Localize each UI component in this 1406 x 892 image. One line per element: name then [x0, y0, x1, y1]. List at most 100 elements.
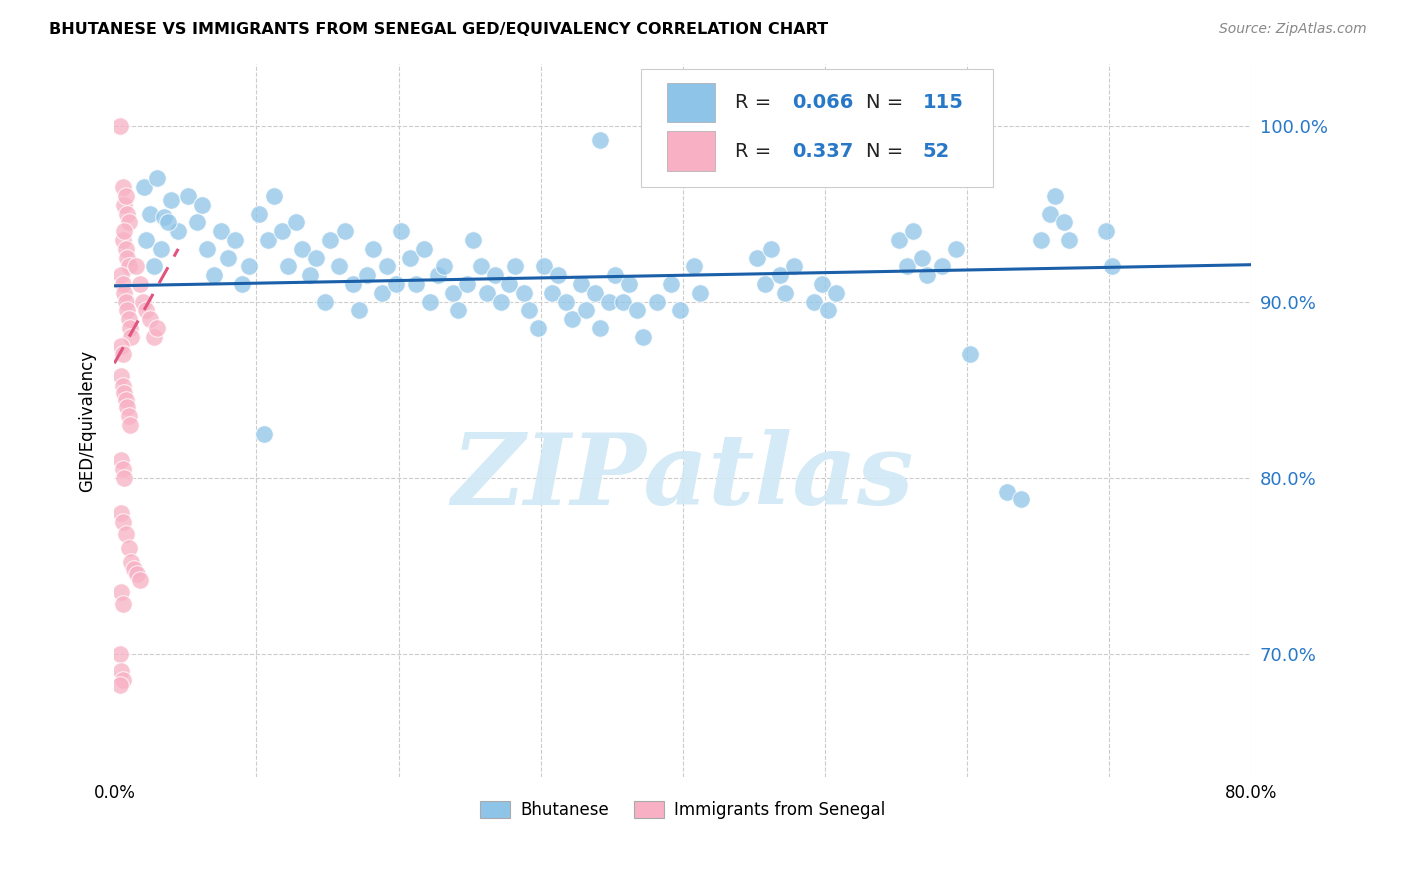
Point [603, 268, 626, 283]
Point [117, 215, 139, 229]
Point [112, 470, 135, 484]
Point [447, 303, 470, 318]
Point [413, 242, 436, 256]
Point [299, 268, 322, 283]
Point [931, 260, 953, 274]
Point [347, 303, 370, 318]
Point [129, 277, 152, 291]
Point [111, 379, 134, 393]
Point [817, 303, 839, 318]
Point [498, 277, 520, 291]
Point [108, 647, 131, 661]
Point [247, 207, 270, 221]
Point [285, 215, 308, 229]
Point [419, 294, 441, 309]
Point [1038, 207, 1060, 221]
Text: R =: R = [735, 93, 778, 112]
Point [589, 321, 612, 335]
Point [333, 224, 356, 238]
Point [112, 198, 135, 212]
Point [617, 277, 640, 291]
Legend: Bhutanese, Immigrants from Senegal: Bhutanese, Immigrants from Senegal [474, 794, 891, 826]
Point [995, 484, 1018, 499]
Point [569, 277, 592, 291]
Point [901, 224, 924, 238]
Point [475, 285, 498, 300]
Point [120, 330, 142, 344]
Point [124, 260, 146, 274]
Point [157, 215, 180, 229]
Point [555, 294, 578, 309]
Point [825, 285, 848, 300]
Point [405, 277, 427, 291]
Point [626, 303, 648, 318]
Point [120, 555, 142, 569]
Point [135, 303, 157, 318]
Point [167, 224, 190, 238]
Point [305, 251, 328, 265]
Point [589, 133, 612, 147]
Point [146, 321, 169, 335]
Point [575, 303, 598, 318]
Point [783, 260, 806, 274]
Point [143, 330, 166, 344]
Point [314, 294, 336, 309]
Point [484, 268, 506, 283]
Point [470, 260, 492, 274]
Point [631, 330, 654, 344]
Point [683, 260, 706, 274]
Point [1053, 215, 1076, 229]
Point [759, 242, 782, 256]
Text: N =: N = [866, 93, 910, 112]
Point [252, 426, 274, 441]
Point [917, 268, 939, 283]
Point [114, 393, 136, 408]
Point [125, 567, 148, 582]
Point [202, 268, 225, 283]
Point [118, 417, 141, 432]
Point [146, 171, 169, 186]
Point [108, 678, 131, 692]
Point [503, 260, 526, 274]
Point [661, 277, 683, 291]
Point [277, 260, 299, 274]
Point [598, 294, 620, 309]
Point [384, 277, 406, 291]
Point [745, 251, 768, 265]
Point [195, 242, 218, 256]
Point [111, 462, 134, 476]
Text: 115: 115 [922, 93, 963, 112]
Point [643, 124, 665, 138]
Point [111, 277, 134, 291]
Point [122, 562, 145, 576]
Point [111, 598, 134, 612]
Point [319, 233, 342, 247]
Point [399, 251, 422, 265]
Point [111, 347, 134, 361]
Point [110, 506, 132, 520]
Point [114, 189, 136, 203]
Point [160, 193, 183, 207]
Point [108, 119, 131, 133]
Point [115, 303, 138, 318]
Text: BHUTANESE VS IMMIGRANTS FROM SENEGAL GED/EQUIVALENCY CORRELATION CHART: BHUTANESE VS IMMIGRANTS FROM SENEGAL GED… [49, 22, 828, 37]
Point [117, 541, 139, 555]
Point [1095, 224, 1118, 238]
Point [110, 268, 132, 283]
Point [118, 321, 141, 335]
Point [517, 303, 540, 318]
Point [433, 260, 456, 274]
Point [533, 260, 555, 274]
Point [669, 303, 692, 318]
Point [263, 189, 285, 203]
Point [291, 242, 314, 256]
Point [117, 312, 139, 326]
Point [256, 233, 278, 247]
Point [489, 294, 512, 309]
Point [375, 260, 398, 274]
Point [561, 312, 583, 326]
Point [238, 260, 260, 274]
Point [112, 285, 135, 300]
Point [132, 294, 155, 309]
Point [134, 180, 156, 194]
